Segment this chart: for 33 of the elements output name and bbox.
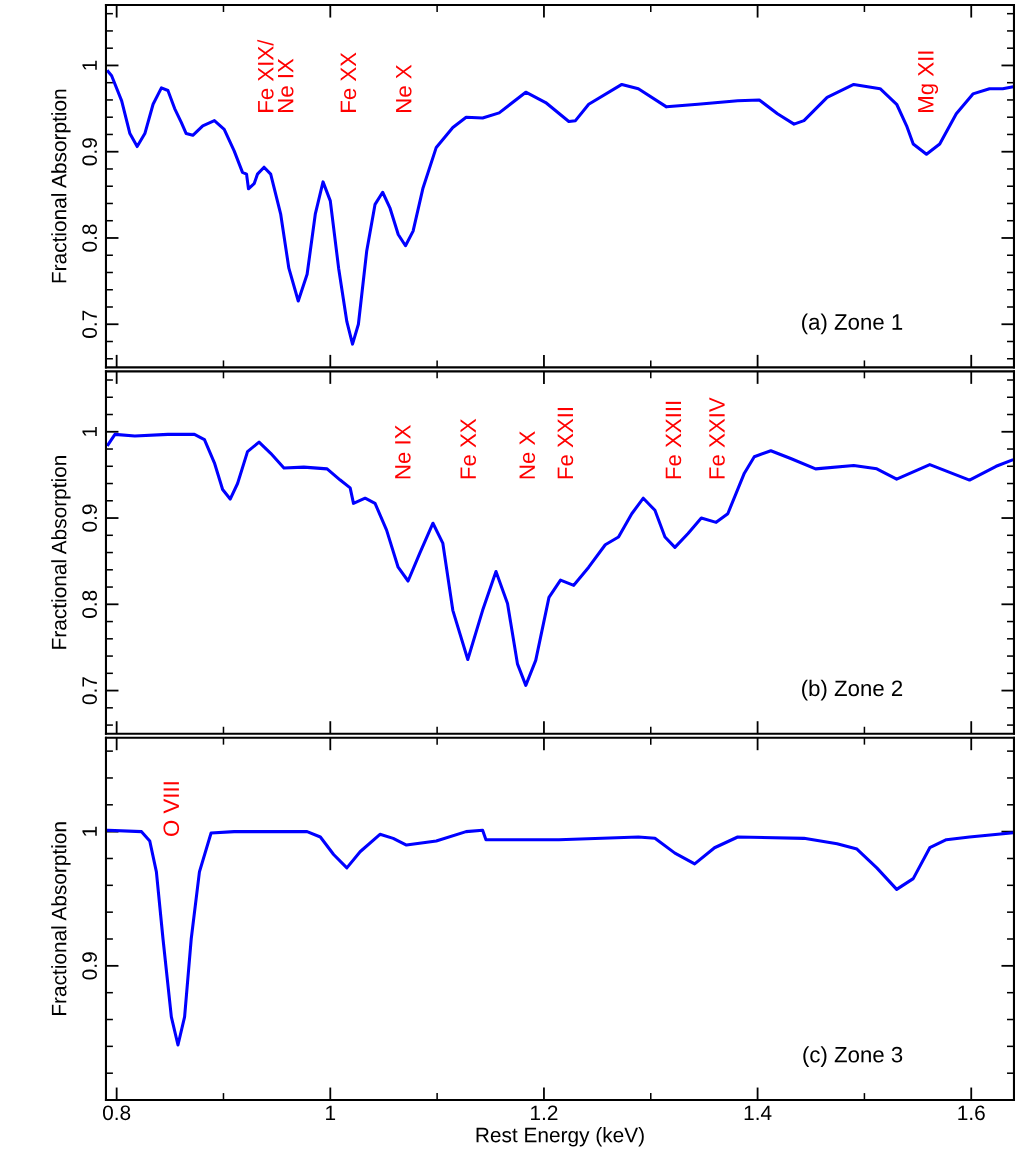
x-axis-title: Rest Energy (keV) (476, 1127, 644, 1147)
x-tick-label: 1.2 (531, 1105, 558, 1120)
annotation: Fe XX (460, 418, 477, 479)
y-tick-label: 0.8 (82, 590, 97, 618)
y-tick-label: 0.9 (82, 952, 97, 980)
x-tick-label: 0.8 (102, 1105, 131, 1121)
y-tick-label: 0.7 (82, 677, 97, 705)
annotation: Ne IX (395, 424, 411, 479)
annotation: Fe XXII (557, 408, 574, 479)
annotation: Mg XII (918, 51, 939, 112)
annotation: Fe XXIII (665, 401, 682, 479)
y-tick-label: 1 (82, 60, 97, 70)
y-tick-label: 0.7 (82, 310, 97, 338)
y-axis-title: Fractional Absorption (51, 89, 71, 283)
x-tick-label: 1.4 (744, 1105, 772, 1120)
annotation: (c) Zone 3 (803, 1046, 903, 1067)
annotation: O VIII (163, 782, 180, 836)
annotation: (a) Zone 1 (802, 313, 903, 335)
y-axis-title: Fractional Absorption (51, 456, 71, 649)
annotation: (b) Zone 2 (802, 679, 903, 701)
annotation: Ne X (519, 431, 536, 479)
y-tick-label: 1 (82, 426, 97, 436)
annotation: Fe XX (340, 52, 357, 112)
y-axis-title: Fractional Absorption (51, 822, 71, 1016)
x-tick-label: 1.6 (958, 1105, 985, 1121)
y-tick-label: 0.9 (82, 138, 97, 166)
y-tick-label: 1 (82, 826, 97, 836)
y-tick-label: 0.8 (82, 224, 97, 252)
x-tick-label: 1 (326, 1105, 336, 1120)
annotation: Fe XIX/ Ne IX (257, 39, 294, 112)
y-tick-label: 0.9 (82, 504, 97, 532)
annotation: Fe XXIV (709, 397, 725, 479)
annotation: Ne X (396, 64, 412, 112)
